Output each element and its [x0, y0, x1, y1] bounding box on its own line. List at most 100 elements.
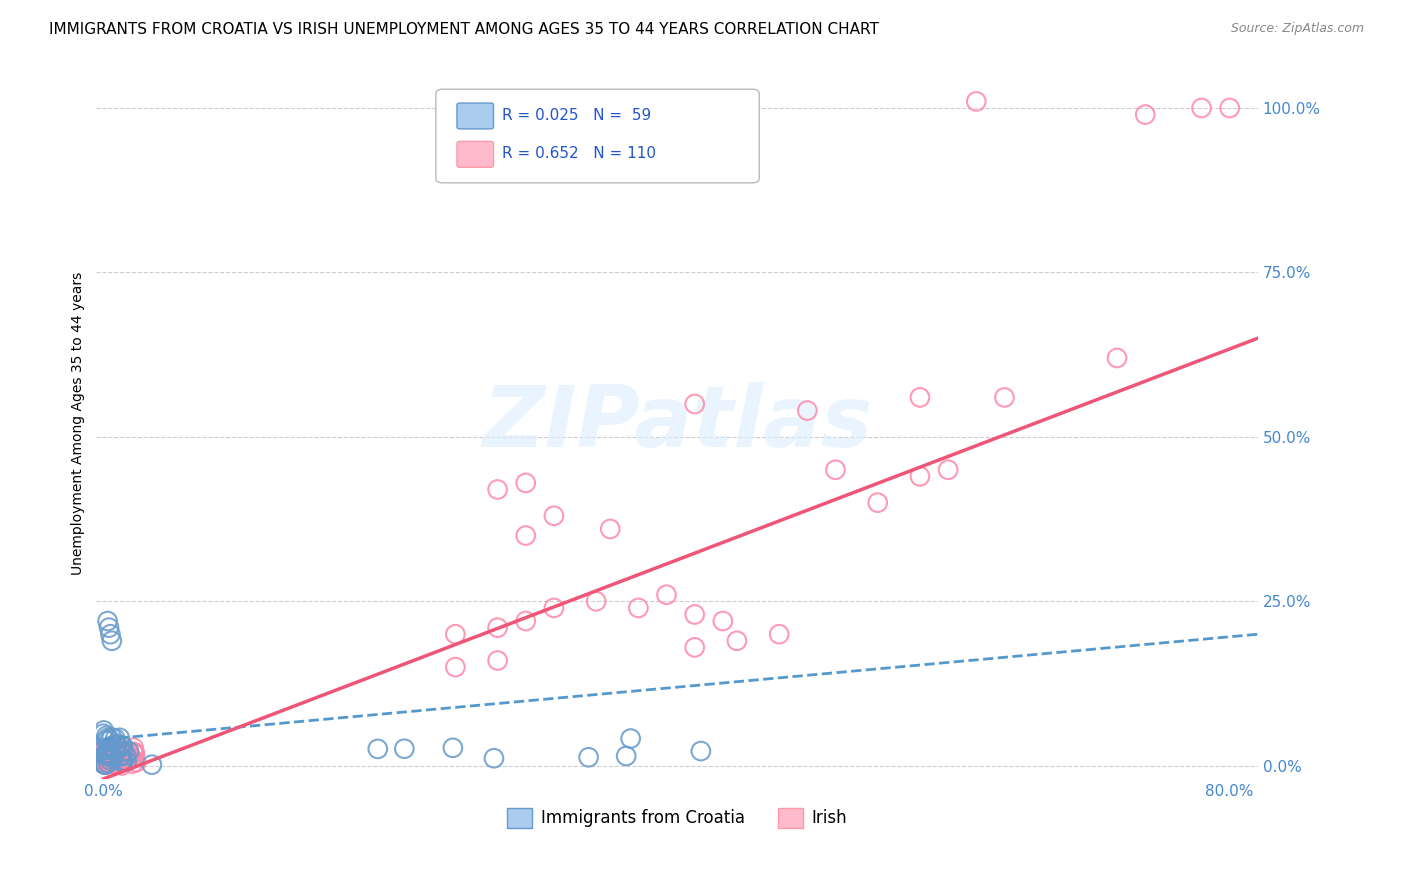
Point — [112, 745, 135, 759]
Point — [96, 756, 118, 771]
Point — [104, 754, 127, 768]
Point — [108, 749, 131, 764]
Point — [111, 739, 134, 753]
Point — [908, 469, 931, 483]
Point — [110, 749, 132, 764]
Point — [98, 621, 121, 635]
Point — [824, 463, 846, 477]
Point — [94, 734, 117, 748]
Point — [1105, 351, 1128, 365]
Point — [110, 756, 132, 770]
Point — [93, 727, 115, 741]
Point — [627, 600, 650, 615]
Point — [100, 627, 122, 641]
Point — [112, 751, 135, 765]
Point — [115, 755, 138, 769]
Point — [515, 475, 537, 490]
Point — [93, 756, 115, 771]
Text: IMMIGRANTS FROM CROATIA VS IRISH UNEMPLOYMENT AMONG AGES 35 TO 44 YEARS CORRELAT: IMMIGRANTS FROM CROATIA VS IRISH UNEMPLO… — [49, 22, 879, 37]
Point — [620, 731, 643, 746]
Legend: Immigrants from Croatia, Irish: Immigrants from Croatia, Irish — [501, 801, 853, 835]
Point — [711, 95, 734, 109]
Point — [94, 757, 117, 772]
Point — [107, 757, 129, 772]
Point — [100, 747, 122, 762]
Point — [614, 749, 637, 764]
Point — [93, 752, 115, 766]
Point — [515, 614, 537, 628]
Point — [112, 755, 135, 769]
Point — [98, 756, 121, 770]
Point — [1191, 101, 1213, 115]
Point — [125, 755, 148, 769]
Point — [122, 745, 145, 759]
Point — [122, 740, 145, 755]
Point — [689, 744, 711, 758]
Point — [97, 754, 120, 768]
Text: ZIPatlas: ZIPatlas — [482, 382, 872, 466]
Point — [96, 753, 118, 767]
Point — [100, 753, 122, 767]
Point — [683, 397, 706, 411]
Point — [94, 757, 117, 772]
Point — [100, 747, 122, 762]
Point — [97, 731, 120, 745]
Point — [97, 741, 120, 756]
Point — [100, 748, 122, 763]
Point — [725, 633, 748, 648]
Point — [97, 749, 120, 764]
Point — [866, 496, 889, 510]
Point — [118, 747, 141, 762]
Point — [111, 744, 134, 758]
Point — [98, 750, 121, 764]
Point — [543, 600, 565, 615]
Point — [97, 751, 120, 765]
Text: R = 0.025   N =  59: R = 0.025 N = 59 — [502, 108, 651, 122]
Point — [110, 750, 132, 764]
Point — [96, 747, 118, 762]
Point — [683, 640, 706, 655]
Point — [124, 746, 146, 760]
Point — [585, 594, 607, 608]
Point — [111, 754, 134, 768]
Point — [111, 754, 134, 768]
Point — [108, 731, 131, 745]
Point — [100, 749, 122, 764]
Point — [111, 755, 134, 769]
Point — [515, 528, 537, 542]
Point — [105, 753, 128, 767]
Point — [543, 508, 565, 523]
Point — [486, 483, 509, 497]
Point — [96, 754, 118, 768]
Point — [96, 729, 118, 743]
Point — [101, 731, 124, 745]
Text: R = 0.652   N = 110: R = 0.652 N = 110 — [502, 146, 657, 161]
Point — [118, 748, 141, 763]
Point — [367, 742, 389, 756]
Point — [108, 752, 131, 766]
Point — [578, 750, 600, 764]
Point — [101, 756, 124, 770]
Point — [655, 588, 678, 602]
Point — [98, 753, 121, 767]
Point — [444, 627, 467, 641]
Point — [111, 758, 134, 772]
Point — [796, 403, 818, 417]
Point — [444, 660, 467, 674]
Point — [100, 754, 122, 768]
Point — [100, 747, 122, 762]
Point — [599, 522, 621, 536]
Point — [101, 748, 124, 763]
Point — [124, 747, 146, 761]
Point — [683, 107, 706, 121]
Point — [101, 633, 124, 648]
Point — [105, 750, 128, 764]
Point — [103, 754, 125, 768]
Point — [482, 751, 505, 765]
Point — [104, 757, 127, 772]
Point — [101, 756, 124, 770]
Point — [98, 747, 121, 761]
Point — [103, 755, 125, 769]
Point — [98, 732, 121, 747]
Point — [93, 723, 115, 738]
